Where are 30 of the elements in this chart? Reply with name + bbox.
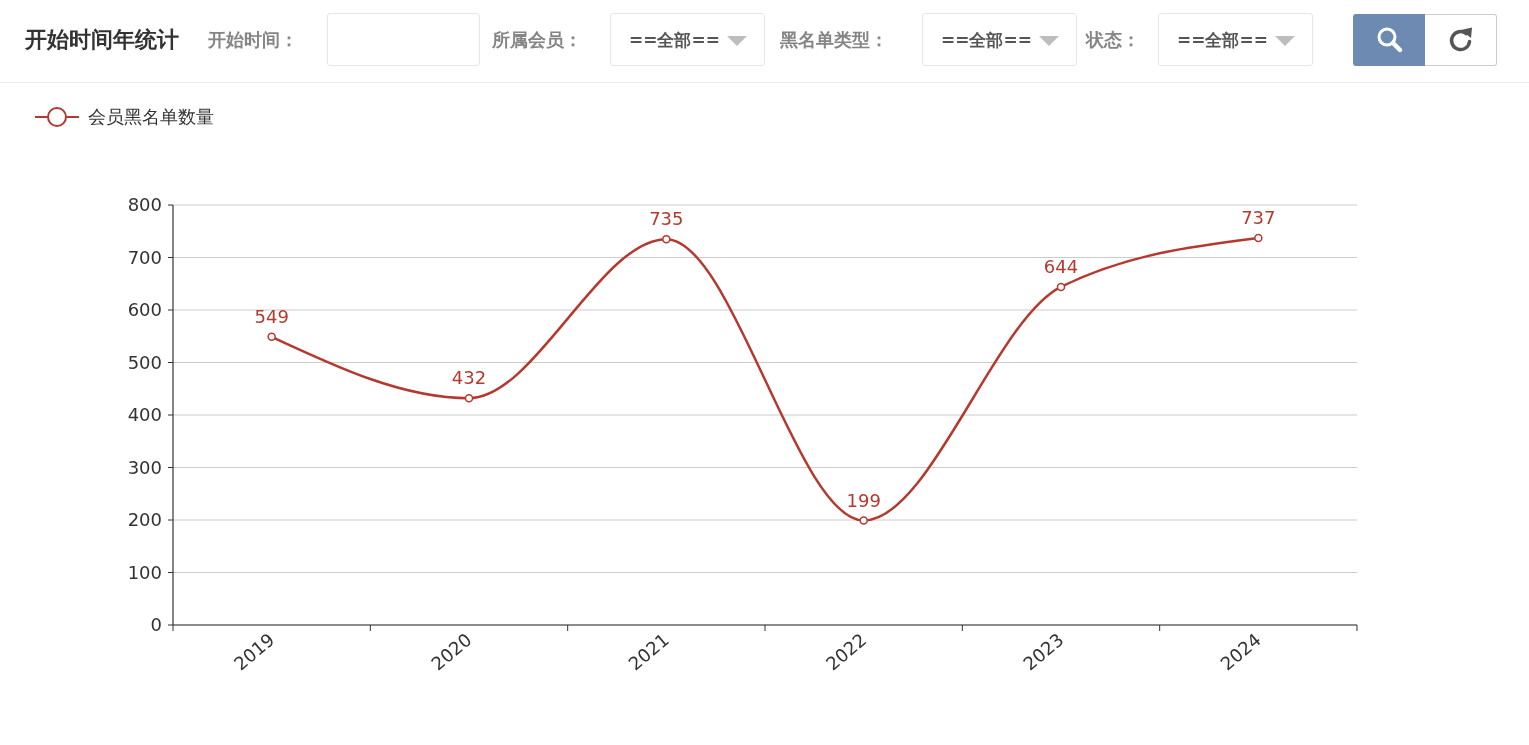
data-label: 549 [254,305,289,327]
data-label: 199 [846,489,881,511]
text: 所属会员： [492,28,582,52]
text: 黑名单类型： [780,28,888,52]
y-tick-label: 500 [127,351,162,373]
point [464,393,474,403]
chart-title: 开始时间年统计 [25,26,179,54]
point [267,332,276,342]
y-tick-label: 0 [150,614,162,636]
y-tick-label: 600 [127,299,162,321]
legend-label: 会员黑名单数量 [88,105,214,129]
y-tick-label: 100 [127,561,162,583]
text: 开始时间： [208,28,298,52]
point [1056,282,1066,292]
y-tick-label: 400 [127,404,162,426]
y-tick-label: 300 [127,456,162,478]
dropdown-select: ==全部== [1158,13,1313,66]
data-label: 737 [1241,207,1276,229]
y-tick-label: 800 [127,194,162,216]
point [859,516,868,525]
data-label: 432 [451,367,487,389]
point [1254,233,1263,243]
dropdown-select: ==全部== [610,13,765,66]
dropdown-select: ==全部== [922,13,1077,66]
point [662,234,671,244]
y-tick-label: 700 [127,246,162,268]
y-tick-label: 200 [127,509,162,531]
text: 状态： [1086,28,1140,52]
data-label: 644 [1043,255,1079,277]
data-label: 735 [649,208,684,230]
